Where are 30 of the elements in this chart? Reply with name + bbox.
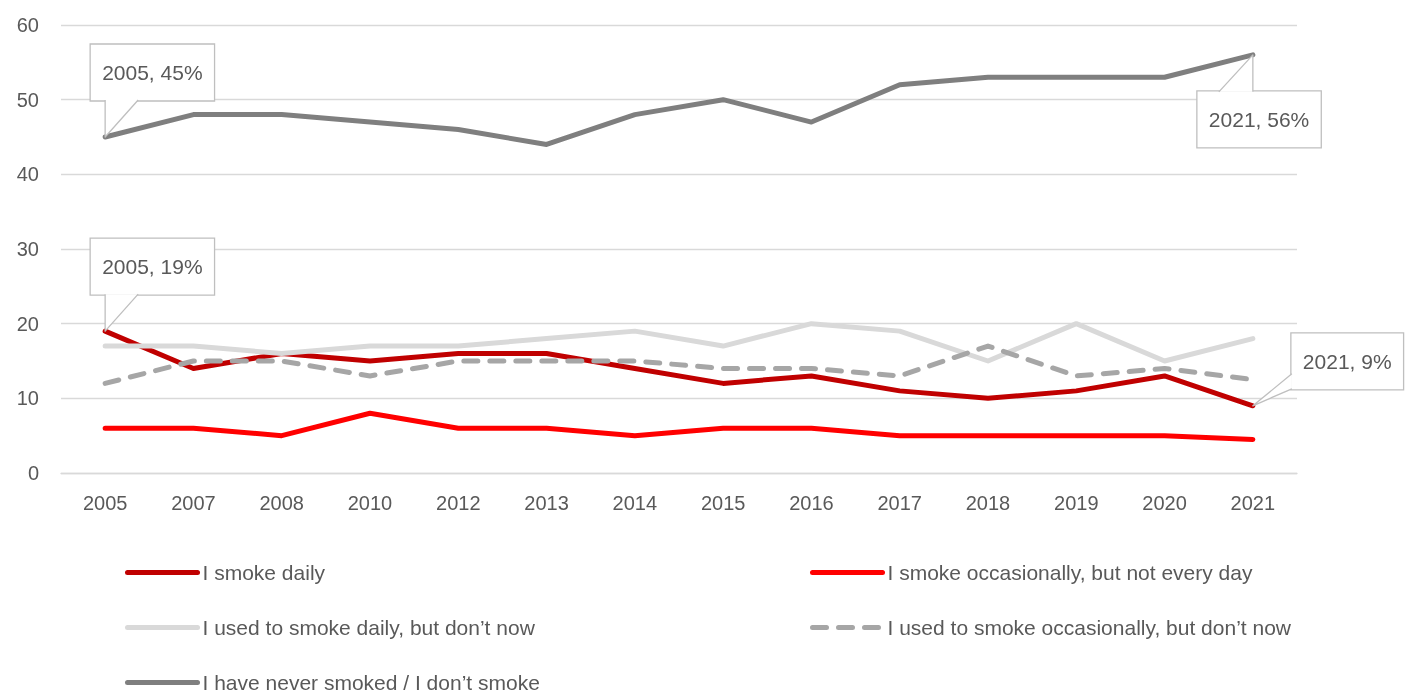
y-tick-label: 40 [16, 163, 39, 186]
x-tick-label: 2019 [1054, 492, 1099, 514]
x-tick-label: 2005 [82, 492, 128, 514]
legend-label: I used to smoke occasionally, but don’t now [887, 616, 1292, 639]
legend-label: I smoke daily [202, 561, 326, 584]
y-tick-label: 20 [16, 312, 39, 335]
annotation: 2021, 9% [1302, 349, 1392, 373]
legend-label: I used to smoke daily, but don’t now [202, 616, 536, 639]
x-tick-label: 2017 [877, 492, 922, 514]
annotation: 2005, 19% [102, 255, 203, 279]
annotation: 2021, 56% [1208, 107, 1310, 131]
x-tick-label: 2014 [612, 492, 658, 514]
y-tick-label: 60 [16, 14, 39, 36]
x-tick-label: 2016 [789, 492, 834, 514]
y-tick-label: 10 [16, 387, 39, 410]
x-tick-label: 2013 [524, 492, 569, 514]
legend-label: I have never smoked / I don’t smoke [202, 671, 540, 693]
x-tick-label: 2010 [347, 492, 393, 514]
x-tick-label: 2021 [1230, 492, 1276, 514]
y-tick-label: 0 [27, 462, 39, 484]
y-tick-label: 50 [16, 88, 39, 111]
legend-label: I smoke occasionally, but not every day [887, 561, 1253, 584]
y-tick-label: 30 [16, 238, 39, 260]
annotation: 2005, 45% [102, 61, 203, 84]
x-tick-label: 2020 [1142, 492, 1187, 514]
x-tick-label: 2018 [965, 492, 1011, 514]
x-tick-label: 2007 [171, 492, 216, 514]
x-tick-label: 2015 [700, 492, 746, 514]
x-tick-label: 2012 [436, 492, 481, 514]
x-tick-label: 2008 [259, 492, 304, 514]
